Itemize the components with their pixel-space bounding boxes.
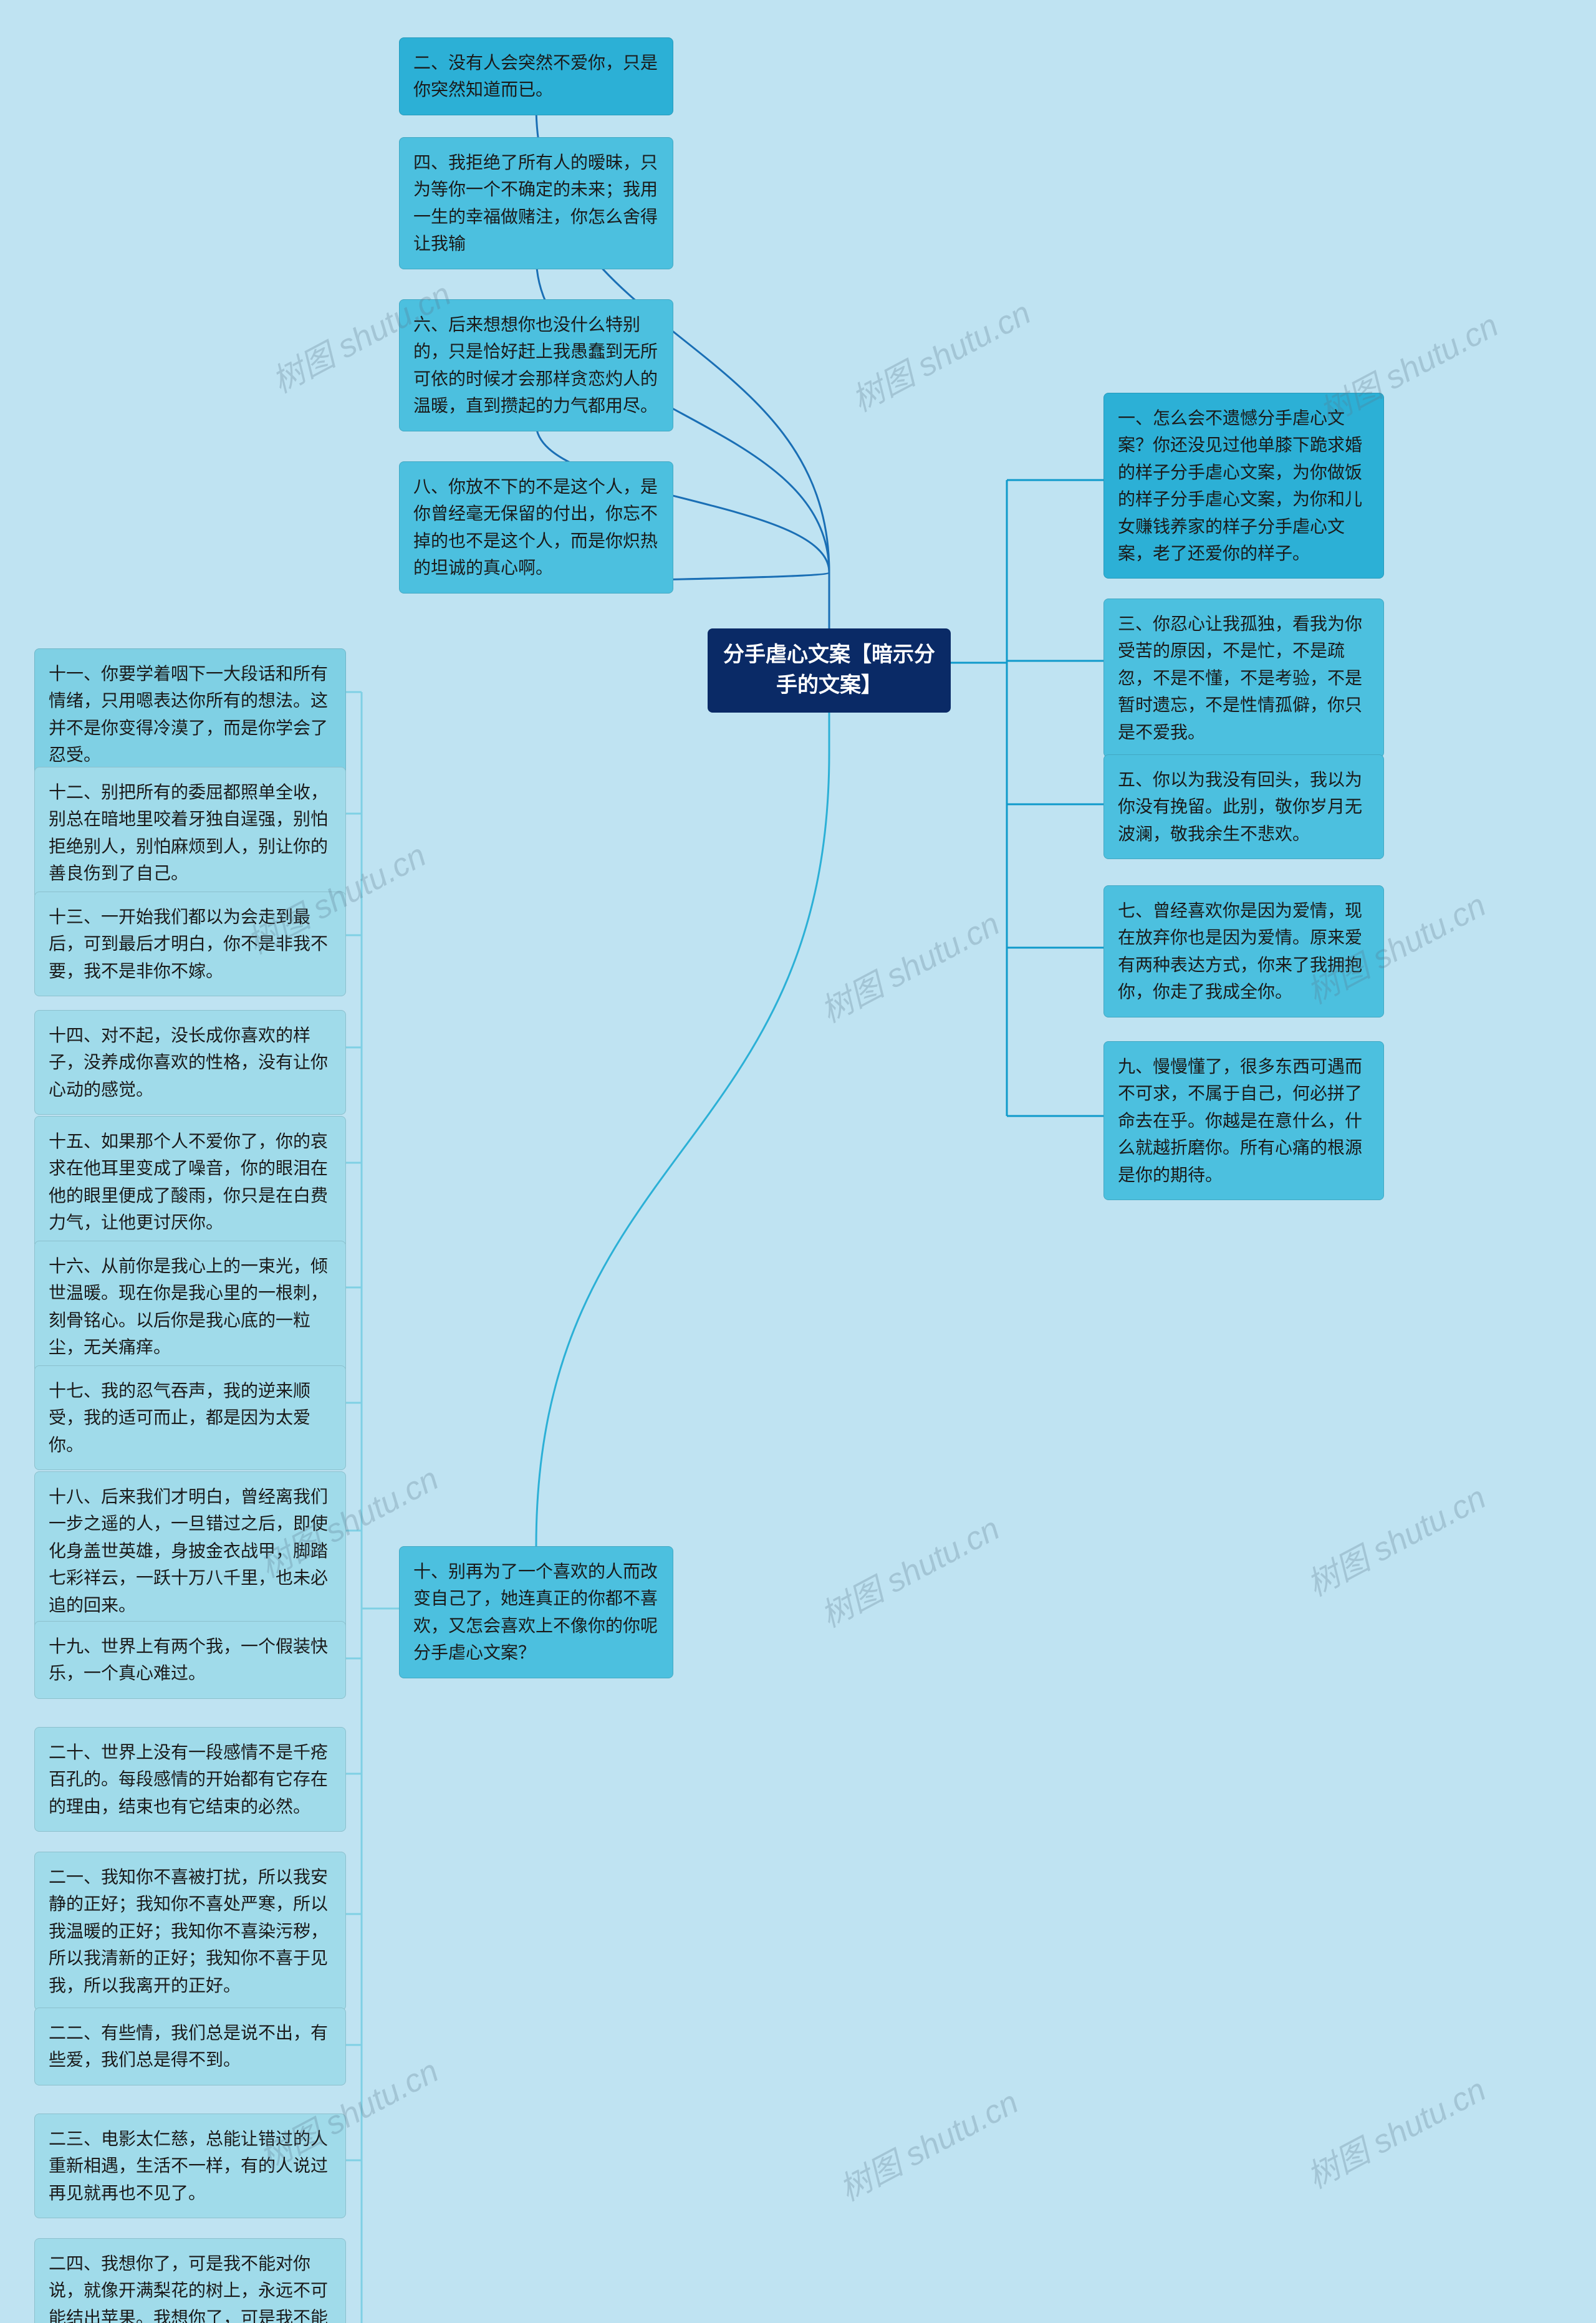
watermark: 树图 shutu.cn <box>1297 1471 1493 1605</box>
node-n16: 十六、从前你是我心上的一束光，倾世温暖。现在你是我心里的一根刺，刻骨铭心。以后你… <box>34 1241 346 1373</box>
watermark: 树图 shutu.cn <box>830 2076 1025 2210</box>
node-n7: 七、曾经喜欢你是因为爱情，现在放弃你也是因为爱情。原来爱有两种表达方式，你来了我… <box>1103 885 1384 1017</box>
node-n4: 四、我拒绝了所有人的暧昧，只为等你一个不确定的未来；我用一生的幸福做赌注，你怎么… <box>399 137 673 269</box>
node-n9: 九、慢慢懂了，很多东西可遇而不可求，不属于自己，何必拼了命去在乎。你越是在意什么… <box>1103 1041 1384 1200</box>
node-n20: 二十、世界上没有一段感情不是千疮百孔的。每段感情的开始都有它存在的理由，结束也有… <box>34 1727 346 1832</box>
node-n21: 二一、我知你不喜被打扰，所以我安静的正好；我知你不喜处严寒，所以我温暖的正好；我… <box>34 1852 346 2011</box>
node-n3: 三、你忍心让我孤独，看我为你受苦的原因，不是忙，不是疏忽，不是不懂，不是考验，不… <box>1103 599 1384 758</box>
node-n2: 二、没有人会突然不爱你，只是你突然知道而已。 <box>399 37 673 115</box>
node-n22: 二二、有些情，我们总是说不出，有些爱，我们总是得不到。 <box>34 2008 346 2085</box>
node-n19: 十九、世界上有两个我，一个假装快乐，一个真心难过。 <box>34 1621 346 1699</box>
node-n5: 五、你以为我没有回头，我以为你没有挽留。此别，敬你岁月无波澜，敬我余生不悲欢。 <box>1103 754 1384 859</box>
watermark: 树图 shutu.cn <box>811 898 1006 1031</box>
node-n14: 十四、对不起，没长成你喜欢的样子，没养成你喜欢的性格，没有让你心动的感觉。 <box>34 1010 346 1115</box>
watermark: 树图 shutu.cn <box>1297 2064 1493 2197</box>
mindmap-canvas: 分手虐心文案【暗示分手的文案】 二、没有人会突然不爱你，只是你突然知道而已。四、我… <box>0 0 1596 2323</box>
node-n10: 十、别再为了一个喜欢的人而改变自己了，她连真正的你都不喜欢，又怎会喜欢上不像你的… <box>399 1546 673 1678</box>
node-n23: 二三、电影太仁慈，总能让错过的人重新相遇，生活不一样，有的人说过再见就再也不见了… <box>34 2114 346 2218</box>
node-n17: 十七、我的忍气吞声，我的逆来顺受，我的适可而止，都是因为太爱你。 <box>34 1365 346 1470</box>
node-n8: 八、你放不下的不是这个人，是你曾经毫无保留的付出，你忘不掉的也不是这个人，而是你… <box>399 461 673 594</box>
watermark: 树图 shutu.cn <box>811 1503 1006 1636</box>
node-n15: 十五、如果那个人不爱你了，你的哀求在他耳里变成了噪音，你的眼泪在他的眼里便成了酸… <box>34 1116 346 1248</box>
node-n13: 十三、一开始我们都以为会走到最后，可到最后才明白，你不是非我不要，我不是非你不嫁… <box>34 892 346 996</box>
node-n1: 一、怎么会不遗憾分手虐心文案？你还没见过他单膝下跪求婚的样子分手虐心文案，为你做… <box>1103 393 1384 579</box>
root-node: 分手虐心文案【暗示分手的文案】 <box>708 628 951 713</box>
node-n6: 六、后来想想你也没什么特别的，只是恰好赶上我愚蠢到无所可依的时候才会那样贪恋灼人… <box>399 299 673 431</box>
node-n11: 十一、你要学着咽下一大段话和所有情绪，只用嗯表达你所有的想法。这并不是你变得冷漠… <box>34 648 346 781</box>
node-n12: 十二、别把所有的委屈都照单全收，别总在暗地里咬着牙独自逞强，别怕拒绝别人，别怕麻… <box>34 767 346 899</box>
node-n18: 十八、后来我们才明白，曾经离我们一步之遥的人，一旦错过之后，即使化身盖世英雄，身… <box>34 1471 346 1630</box>
node-n24: 二四、我想你了，可是我不能对你说，就像开满梨花的树上，永远不可能结出苹果。我想你… <box>34 2238 346 2323</box>
watermark: 树图 shutu.cn <box>842 287 1037 420</box>
